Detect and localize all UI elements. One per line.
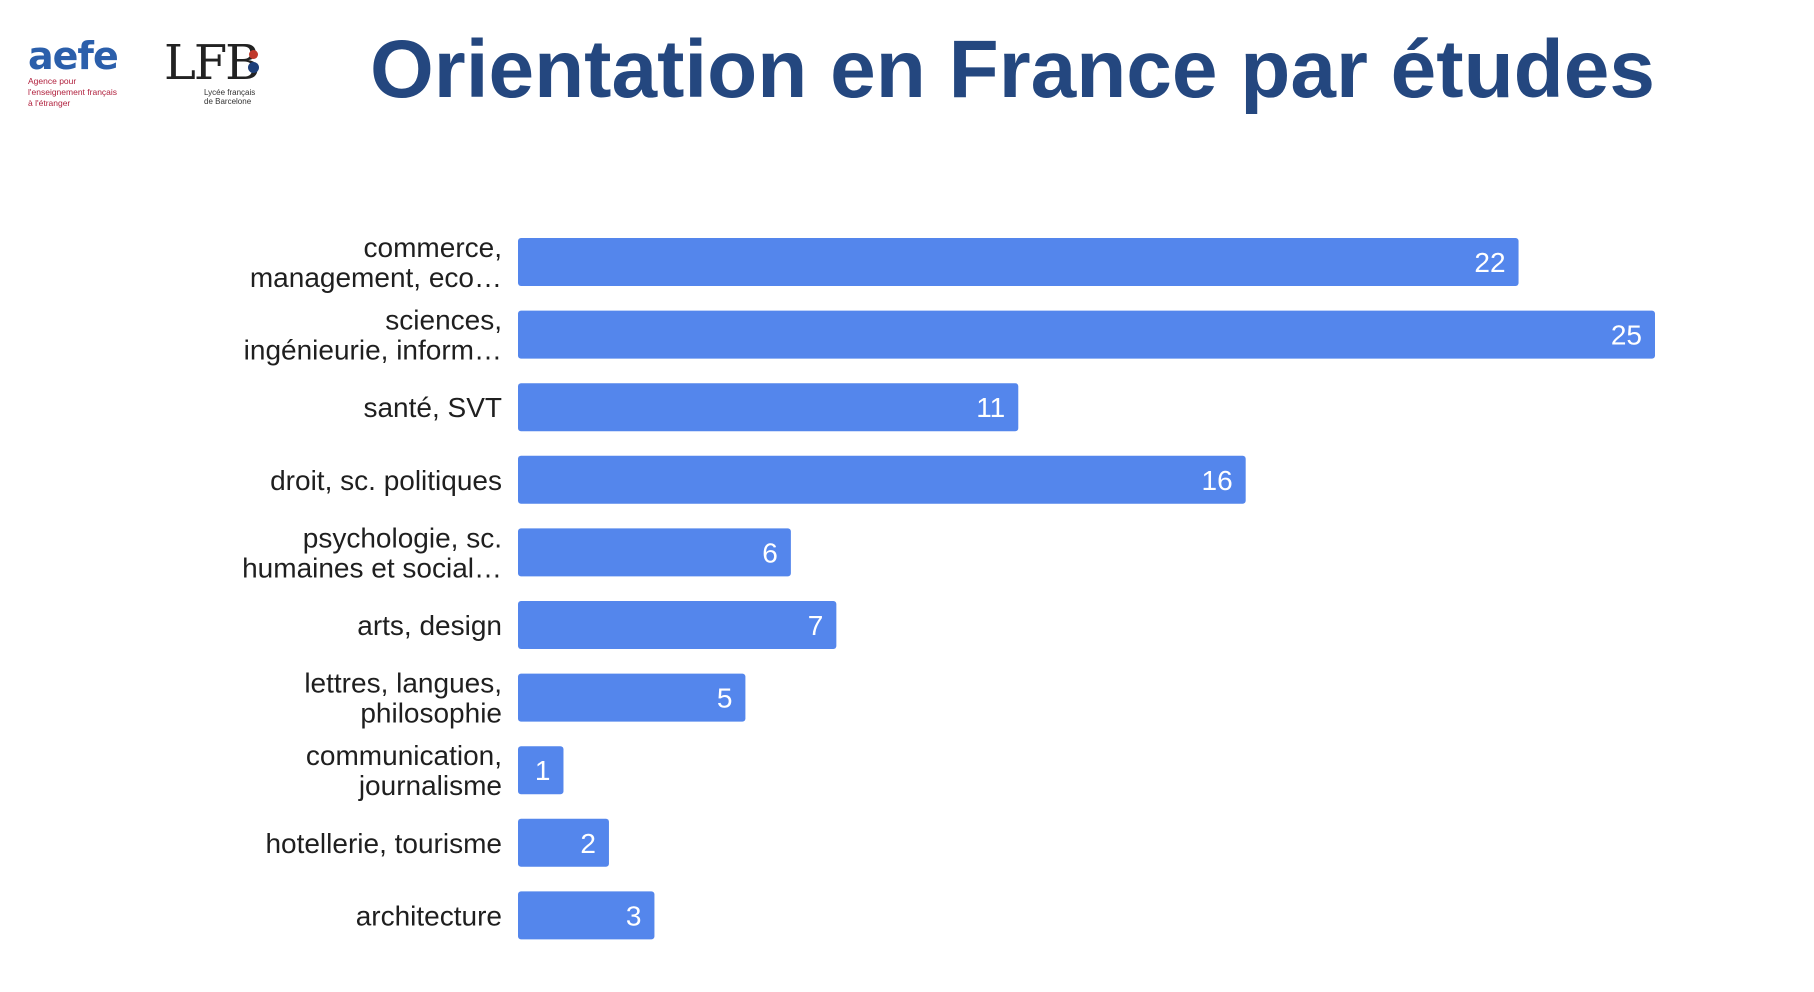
category-label-line: lettres, langues, xyxy=(304,668,502,699)
bar-4 xyxy=(518,528,791,577)
data-label-6: 5 xyxy=(717,683,733,714)
bar-3 xyxy=(518,455,1246,504)
data-label-4: 6 xyxy=(762,537,778,568)
bar-7 xyxy=(518,746,564,795)
bar-9 xyxy=(518,891,655,940)
data-label-1: 25 xyxy=(1611,320,1642,351)
category-label-2: santé, SVT xyxy=(363,392,502,423)
bar-8 xyxy=(518,818,609,867)
category-label-line: communication, xyxy=(306,740,502,771)
data-label-0: 22 xyxy=(1474,247,1505,278)
category-label-line: architecture xyxy=(356,900,502,931)
lfb-logo-blue-dot-icon xyxy=(248,62,259,73)
aefe-logo-tagline-1: Agence pour xyxy=(28,76,77,86)
aefe-logo-word: aefe xyxy=(28,34,119,78)
category-label-line: droit, sc. politiques xyxy=(270,465,502,496)
category-label-3: droit, sc. politiques xyxy=(270,465,502,496)
category-label-1: sciences, ingénieurie, inform… xyxy=(244,305,502,366)
category-label-line: philosophie xyxy=(360,698,502,729)
lfb-logo: LFB Lycée français de Barcelone xyxy=(164,36,274,108)
page-title: Orientation en France par études xyxy=(370,24,1655,115)
category-label-9: architecture xyxy=(356,900,502,931)
data-label-8: 2 xyxy=(580,828,596,859)
data-label-7: 1 xyxy=(535,755,551,786)
category-label-line: ingénieurie, inform… xyxy=(244,335,502,366)
bar-1 xyxy=(518,310,1655,359)
data-label-3: 16 xyxy=(1202,465,1233,496)
lfb-logo-tagline: Lycée français de Barcelone xyxy=(204,88,255,106)
category-label-line: hotellerie, tourisme xyxy=(265,828,502,859)
category-label-0: commerce, management, eco… xyxy=(250,232,502,293)
category-label-line: sciences, xyxy=(385,305,502,336)
data-label-5: 7 xyxy=(808,610,824,641)
lfb-logo-red-dot-icon xyxy=(249,50,258,59)
bar-5 xyxy=(518,601,837,649)
aefe-logo-tagline-3: à l'étranger xyxy=(28,98,71,108)
bar-0 xyxy=(518,238,1519,286)
aefe-logo: aefe Agence pour l'enseignement français… xyxy=(28,36,148,116)
category-label-line: arts, design xyxy=(357,610,502,641)
category-label-6: lettres, langues, philosophie xyxy=(304,668,502,729)
category-label-line: journalisme xyxy=(358,770,502,801)
category-label-line: management, eco… xyxy=(250,262,502,293)
category-label-7: communication, journalisme xyxy=(306,740,502,801)
aefe-logo-tagline-2: l'enseignement français xyxy=(28,87,118,97)
data-label-9: 3 xyxy=(626,900,642,931)
lfb-logo-tagline-1: Lycée français xyxy=(204,88,256,97)
bar-2 xyxy=(518,383,1019,432)
category-label-8: hotellerie, tourisme xyxy=(265,828,502,859)
category-label-line: humaines et social… xyxy=(242,552,502,583)
bar-6 xyxy=(518,673,746,722)
category-label-line: commerce, xyxy=(364,232,502,263)
category-label-5: arts, design xyxy=(357,610,502,641)
lfb-logo-tagline-2: de Barcelone xyxy=(204,97,252,106)
category-label-line: santé, SVT xyxy=(363,392,502,423)
category-label-4: psychologie, sc. humaines et social… xyxy=(242,522,502,583)
lfb-logo-mark: LFB xyxy=(164,35,260,91)
category-label-line: psychologie, sc. xyxy=(303,522,502,553)
data-label-2: 11 xyxy=(976,392,1005,423)
